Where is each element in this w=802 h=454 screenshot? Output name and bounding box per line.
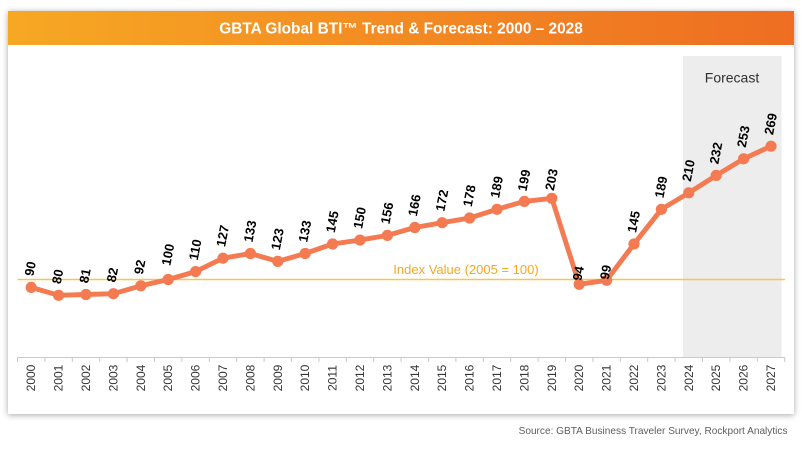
svg-text:2013: 2013: [380, 364, 394, 391]
svg-text:2015: 2015: [435, 364, 449, 391]
svg-text:Forecast: Forecast: [705, 70, 760, 86]
svg-text:90: 90: [21, 260, 38, 277]
svg-text:172: 172: [432, 188, 451, 212]
svg-text:2017: 2017: [490, 364, 504, 391]
svg-text:Index Value (2005 = 100): Index Value (2005 = 100): [393, 262, 538, 277]
svg-text:2005: 2005: [161, 364, 175, 391]
svg-text:2019: 2019: [545, 364, 559, 391]
svg-text:2006: 2006: [189, 364, 203, 391]
svg-text:2000: 2000: [24, 364, 38, 391]
svg-text:2022: 2022: [627, 364, 641, 391]
svg-text:210: 210: [679, 158, 698, 182]
svg-text:145: 145: [323, 210, 342, 234]
svg-text:269: 269: [761, 112, 780, 136]
svg-text:2018: 2018: [517, 364, 531, 391]
svg-text:2004: 2004: [134, 364, 148, 391]
svg-text:GBTA Global BTI™ Trend & Forec: GBTA Global BTI™ Trend & Forecast: 2000 …: [219, 21, 583, 38]
svg-text:94: 94: [569, 264, 587, 282]
svg-text:110: 110: [186, 238, 205, 261]
svg-text:199: 199: [515, 168, 534, 192]
svg-text:2023: 2023: [654, 364, 668, 391]
svg-text:2016: 2016: [463, 364, 477, 391]
svg-text:99: 99: [597, 264, 614, 281]
svg-text:232: 232: [706, 141, 725, 165]
svg-text:82: 82: [104, 266, 121, 283]
svg-text:2012: 2012: [353, 364, 367, 391]
svg-text:133: 133: [295, 219, 314, 243]
svg-text:2025: 2025: [709, 364, 723, 391]
svg-text:2011: 2011: [326, 365, 340, 391]
svg-text:145: 145: [624, 210, 643, 234]
svg-text:133: 133: [241, 219, 260, 243]
svg-text:2026: 2026: [737, 364, 751, 391]
svg-text:166: 166: [405, 193, 424, 217]
svg-text:253: 253: [734, 124, 753, 148]
svg-text:123: 123: [268, 227, 287, 251]
svg-text:2020: 2020: [572, 364, 586, 391]
svg-text:2002: 2002: [79, 364, 93, 391]
svg-text:189: 189: [652, 175, 671, 199]
svg-text:178: 178: [460, 184, 479, 208]
svg-text:2014: 2014: [408, 364, 422, 391]
svg-text:2024: 2024: [682, 364, 696, 391]
svg-text:80: 80: [49, 268, 66, 285]
svg-text:81: 81: [76, 267, 93, 284]
svg-text:2010: 2010: [298, 364, 312, 391]
svg-text:2027: 2027: [764, 364, 778, 391]
svg-text:150: 150: [350, 206, 369, 230]
svg-text:127: 127: [213, 224, 232, 248]
svg-text:2008: 2008: [243, 364, 257, 391]
svg-text:2007: 2007: [216, 364, 230, 391]
svg-text:2021: 2021: [600, 364, 614, 391]
svg-text:Source: GBTA Business Traveler: Source: GBTA Business Traveler Survey, R…: [519, 426, 788, 437]
svg-text:2009: 2009: [271, 364, 285, 391]
svg-text:189: 189: [487, 175, 506, 199]
svg-text:203: 203: [542, 168, 561, 192]
svg-text:100: 100: [158, 243, 177, 267]
svg-text:156: 156: [378, 201, 397, 225]
svg-text:2003: 2003: [106, 364, 120, 391]
svg-text:2001: 2001: [52, 364, 66, 391]
svg-text:92: 92: [131, 259, 148, 276]
